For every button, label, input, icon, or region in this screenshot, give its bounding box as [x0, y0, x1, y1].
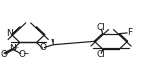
Text: O: O: [0, 50, 7, 59]
Text: Cl: Cl: [97, 23, 106, 32]
Text: O: O: [18, 50, 25, 59]
Text: +: +: [13, 45, 19, 50]
Polygon shape: [52, 39, 54, 45]
Text: N: N: [9, 44, 16, 53]
Text: Cl: Cl: [97, 50, 106, 59]
Text: O: O: [40, 43, 47, 52]
Text: N: N: [6, 29, 13, 38]
Text: −: −: [22, 49, 28, 58]
Text: F: F: [127, 28, 132, 37]
